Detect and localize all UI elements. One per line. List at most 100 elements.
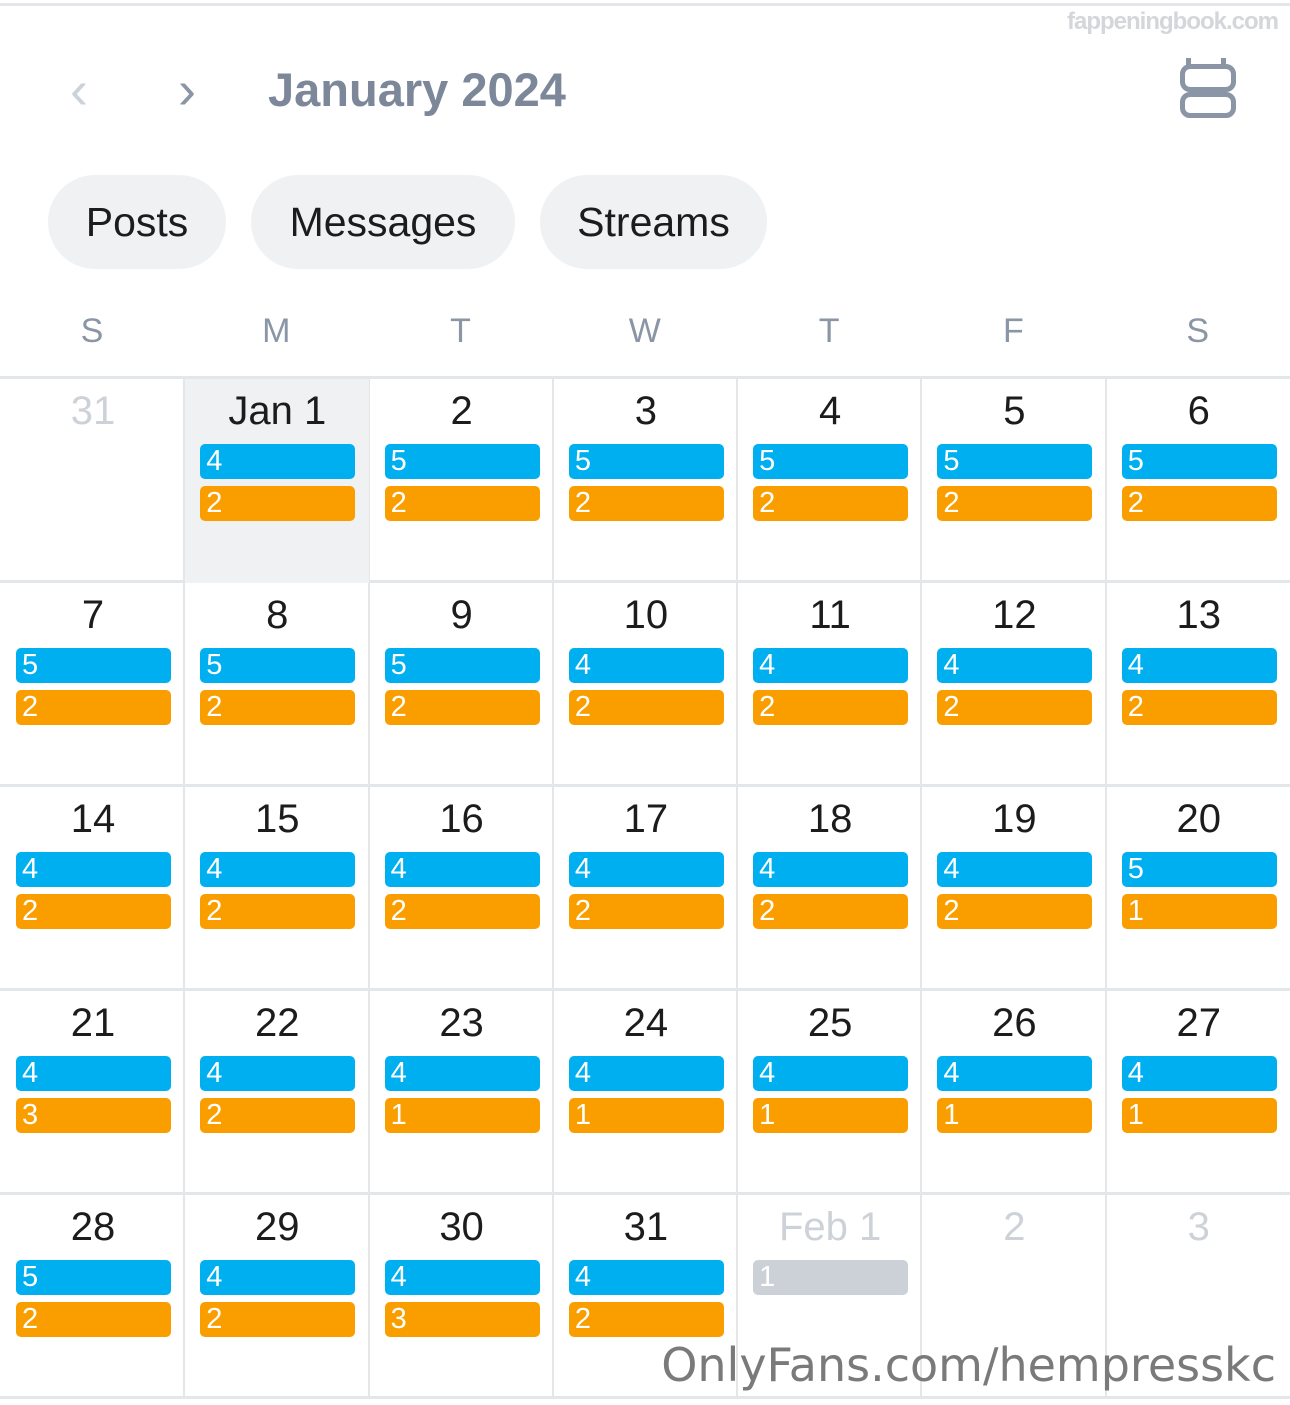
day-cell[interactable]: 2 5 2 [370,379,554,583]
messages-count-bar[interactable]: 2 [568,894,724,929]
messages-count-bar[interactable]: 2 [384,486,540,521]
posts-count-bar[interactable]: 4 [937,1056,1093,1091]
day-cell[interactable]: 24 4 1 [554,991,738,1195]
messages-count-bar[interactable]: 2 [16,690,171,725]
posts-count-bar[interactable]: 5 [200,648,356,683]
posts-count-bar[interactable]: 4 [753,648,909,683]
day-cell[interactable]: 13 4 2 [1107,583,1290,787]
day-cell[interactable]: 10 4 2 [554,583,738,787]
day-cell[interactable]: 25 4 1 [738,991,922,1195]
day-cell[interactable]: 31 4 2 [554,1195,738,1399]
messages-count-bar[interactable]: 3 [384,1302,540,1337]
messages-count-bar[interactable]: 1 [1121,894,1277,929]
day-cell[interactable]: 21 4 3 [1,991,185,1195]
posts-count-bar[interactable]: 5 [568,444,724,479]
posts-count-bar[interactable]: 4 [568,852,724,887]
posts-count-bar[interactable]: 5 [753,444,909,479]
posts-count-bar[interactable]: 5 [384,648,540,683]
posts-count-bar[interactable]: 4 [568,648,724,683]
day-cell[interactable]: 31 [1,379,185,583]
messages-count-bar[interactable]: 1 [937,1098,1093,1133]
day-cell[interactable]: 8 5 2 [185,583,369,787]
day-cell[interactable]: 23 4 1 [370,991,554,1195]
messages-count-bar[interactable]: 2 [200,894,356,929]
messages-count-bar[interactable]: 3 [16,1098,171,1133]
day-cell[interactable]: 12 4 2 [922,583,1106,787]
messages-count-bar[interactable]: 2 [1121,690,1277,725]
posts-count-bar[interactable]: 4 [937,648,1093,683]
day-cell[interactable]: 19 4 2 [922,787,1106,991]
messages-count-bar[interactable]: 2 [753,486,909,521]
messages-count-bar[interactable]: 1 [753,1098,909,1133]
posts-count-bar[interactable]: 4 [937,852,1093,887]
posts-count-bar[interactable]: 5 [16,1260,171,1295]
filter-streams[interactable]: Streams [540,175,767,269]
posts-count-bar[interactable]: 4 [568,1260,724,1295]
day-cell[interactable]: 18 4 2 [738,787,922,991]
day-cell[interactable]: 2 [922,1195,1106,1399]
posts-count-bar[interactable]: 5 [16,648,171,683]
messages-count-bar[interactable]: 2 [753,894,909,929]
day-cell[interactable]: Feb 1 1 [738,1195,922,1399]
messages-count-bar[interactable]: 2 [16,1302,171,1337]
day-cell[interactable]: 9 5 2 [370,583,554,787]
messages-count-bar[interactable]: 1 [568,1098,724,1133]
messages-count-bar[interactable]: 2 [384,894,540,929]
filter-posts[interactable]: Posts [48,175,226,269]
day-cell[interactable]: 15 4 2 [185,787,369,991]
posts-count-bar[interactable]: 5 [1121,444,1277,479]
posts-count-bar[interactable]: 4 [1121,1056,1277,1091]
day-cell[interactable]: 28 5 2 [1,1195,185,1399]
posts-count-bar[interactable]: 5 [937,444,1093,479]
posts-count-bar[interactable]: 4 [384,1260,540,1295]
day-cell[interactable]: 3 5 2 [554,379,738,583]
day-cell[interactable]: Jan 1 4 2 [185,379,370,583]
messages-count-bar[interactable]: 2 [753,690,909,725]
posts-count-bar[interactable]: 4 [200,1260,356,1295]
posts-count-bar[interactable]: 5 [1121,852,1277,887]
day-cell[interactable]: 30 4 3 [370,1195,554,1399]
posts-count-bar[interactable]: 4 [200,1056,356,1091]
messages-count-bar[interactable]: 2 [200,486,356,521]
day-cell[interactable]: 16 4 2 [370,787,554,991]
posts-count-bar[interactable]: 4 [16,1056,171,1091]
messages-count-bar[interactable]: 2 [200,1098,356,1133]
messages-count-bar[interactable]: 2 [937,486,1093,521]
posts-count-bar[interactable]: 4 [753,852,909,887]
chevron-left-icon[interactable]: ‹ [70,60,88,120]
day-cell[interactable]: 5 5 2 [922,379,1106,583]
day-cell[interactable]: 26 4 1 [922,991,1106,1195]
day-cell[interactable]: 22 4 2 [185,991,369,1195]
messages-count-bar[interactable]: 2 [200,1302,356,1337]
messages-count-bar[interactable]: 2 [568,486,724,521]
posts-count-bar[interactable]: 4 [1121,648,1277,683]
day-cell[interactable]: 20 5 1 [1107,787,1290,991]
posts-count-bar[interactable]: 4 [384,852,540,887]
posts-count-bar[interactable]: 4 [200,444,356,479]
messages-count-bar[interactable]: 2 [937,894,1093,929]
posts-count-bar[interactable]: 5 [384,444,540,479]
day-cell[interactable]: 14 4 2 [1,787,185,991]
posts-count-bar[interactable]: 4 [753,1056,909,1091]
day-cell[interactable]: 27 4 1 [1107,991,1290,1195]
filter-messages[interactable]: Messages [251,175,515,269]
messages-count-bar[interactable]: 2 [568,1302,724,1337]
day-cell[interactable]: 29 4 2 [185,1195,369,1399]
scheduled-count-bar[interactable]: 1 [753,1260,909,1295]
posts-count-bar[interactable]: 4 [568,1056,724,1091]
messages-count-bar[interactable]: 2 [16,894,171,929]
messages-count-bar[interactable]: 1 [1121,1098,1277,1133]
messages-count-bar[interactable]: 2 [1121,486,1277,521]
day-cell[interactable]: 11 4 2 [738,583,922,787]
day-cell[interactable]: 6 5 2 [1107,379,1290,583]
messages-count-bar[interactable]: 1 [384,1098,540,1133]
posts-count-bar[interactable]: 4 [384,1056,540,1091]
chevron-right-icon[interactable]: › [178,60,196,120]
day-cell[interactable]: 7 5 2 [1,583,185,787]
day-cell[interactable]: 4 5 2 [738,379,922,583]
posts-count-bar[interactable]: 4 [200,852,356,887]
calendar-view-icon[interactable] [1178,58,1236,118]
posts-count-bar[interactable]: 4 [16,852,171,887]
day-cell[interactable]: 3 [1107,1195,1290,1399]
messages-count-bar[interactable]: 2 [200,690,356,725]
